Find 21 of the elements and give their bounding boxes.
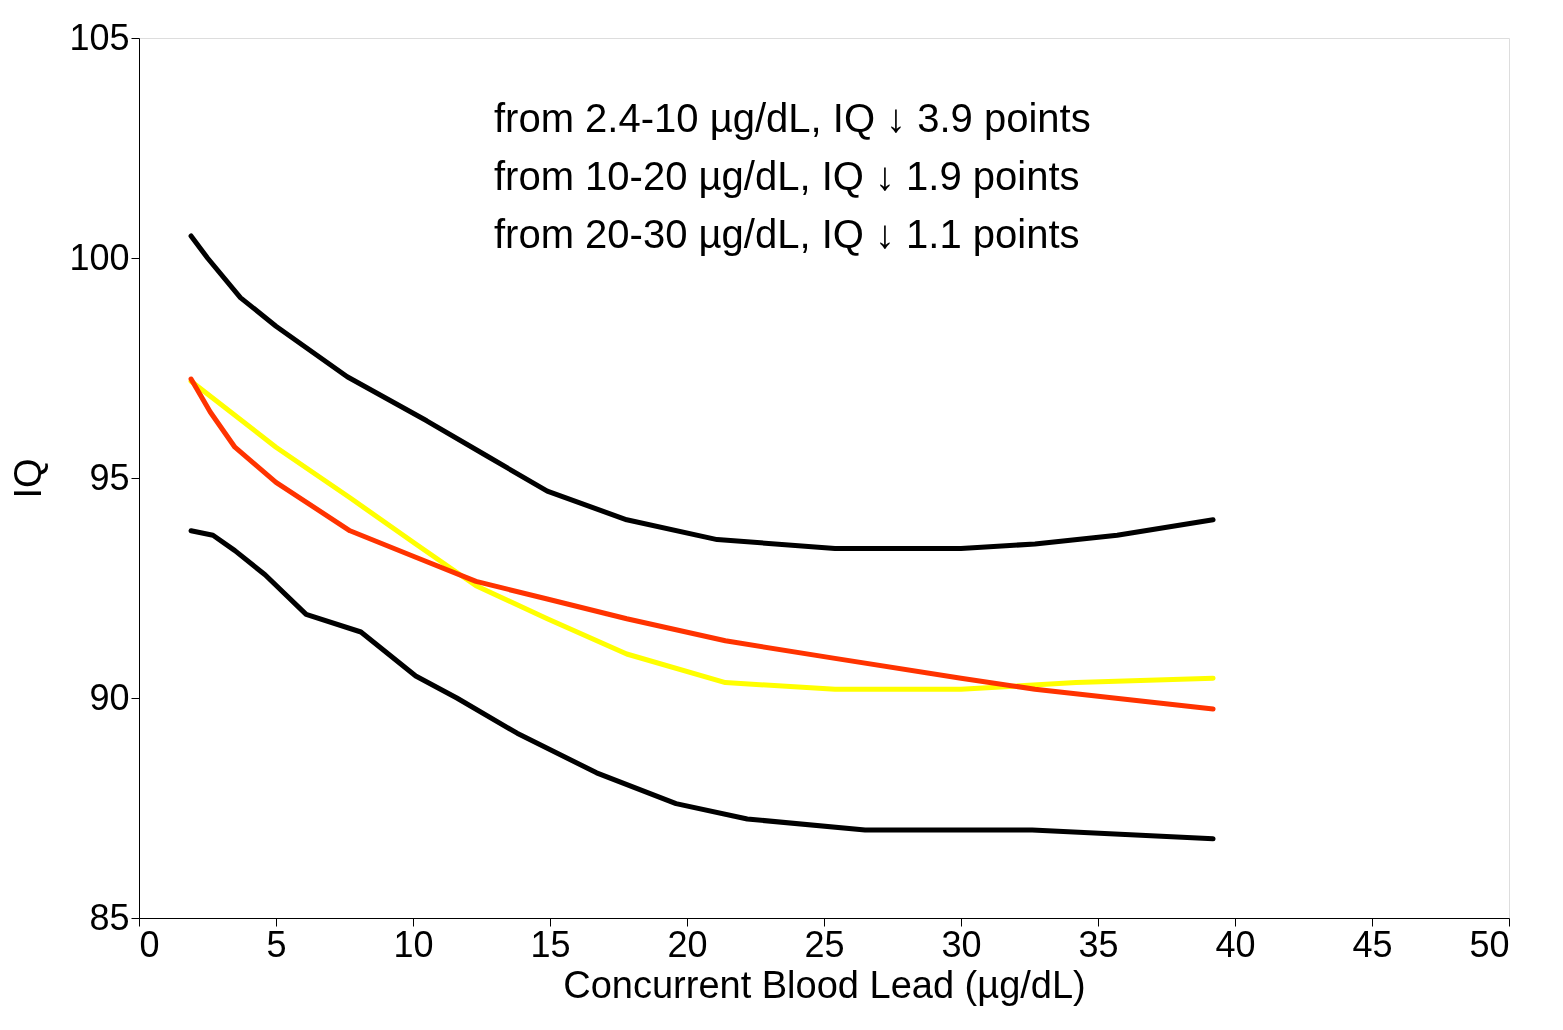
y-tick-label: 95: [89, 456, 130, 498]
y-tick-label: 90: [89, 676, 130, 718]
y-tick-label: 85: [89, 896, 130, 938]
annotation: from 2.4-10 µg/dL, IQ ↓ 3.9 points: [494, 96, 1091, 140]
x-tick-label: 15: [530, 923, 571, 965]
y-tick-label: 105: [69, 16, 130, 58]
x-tick-label: 20: [667, 923, 708, 965]
annotation: from 10-20 µg/dL, IQ ↓ 1.9 points: [494, 154, 1080, 198]
y-tick-label: 100: [69, 236, 130, 278]
x-axis-title: Concurrent Blood Lead (µg/dL): [563, 963, 1086, 1006]
x-tick-label: 25: [804, 923, 845, 965]
y-axis-title: IQ: [7, 458, 50, 499]
x-tick-label: 0: [139, 923, 160, 965]
x-tick-label: 40: [1215, 923, 1256, 965]
x-tick-label: 45: [1352, 923, 1393, 965]
x-tick-label: 10: [393, 923, 434, 965]
x-tick-label: 50: [1469, 923, 1510, 965]
x-tick-label: 35: [1078, 923, 1119, 965]
annotation: from 20-30 µg/dL, IQ ↓ 1.1 points: [494, 212, 1080, 256]
x-tick-label: 5: [266, 923, 287, 965]
x-tick-label: 30: [941, 923, 982, 965]
